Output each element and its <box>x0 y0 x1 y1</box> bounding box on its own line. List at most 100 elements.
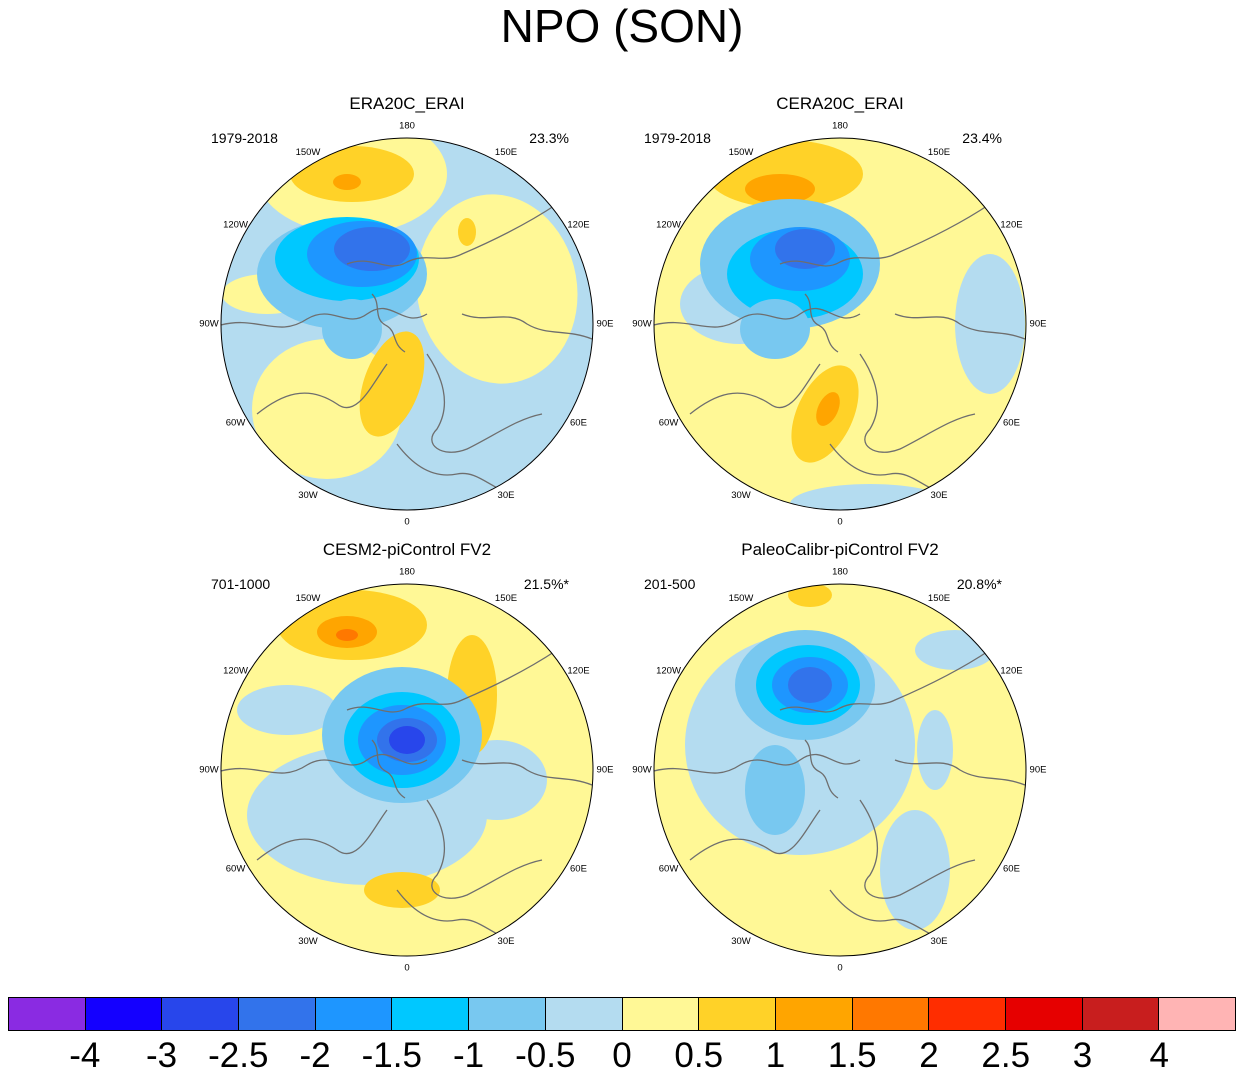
longitude-label: 90E <box>597 319 614 330</box>
colorbar-label: 1 <box>765 1036 786 1075</box>
longitude-label: 60E <box>1003 418 1020 429</box>
panel-variance: 23.4% <box>962 130 1002 146</box>
anomaly-field <box>221 138 593 510</box>
longitude-label: 90E <box>1030 319 1047 330</box>
anomaly-contour <box>745 174 815 204</box>
longitude-label: 0 <box>404 963 409 974</box>
colorbar-swatch <box>699 998 776 1030</box>
map-boundary <box>220 137 594 511</box>
longitude-label: 60E <box>1003 864 1020 875</box>
longitude-label: 60W <box>659 864 679 875</box>
longitude-label: 120W <box>223 666 248 677</box>
longitude-label: 60W <box>659 418 679 429</box>
coastline <box>461 313 593 340</box>
anomaly-field <box>654 138 1026 510</box>
anomaly-contour <box>790 484 950 510</box>
anomaly-contour <box>775 229 835 269</box>
coastline <box>804 293 839 353</box>
colorbar-label: 1.5 <box>827 1036 877 1075</box>
anomaly-contour <box>237 685 337 735</box>
longitude-label: 30W <box>731 936 751 947</box>
colorbar-swatch <box>622 998 700 1030</box>
anomaly-contour <box>364 872 440 908</box>
anomaly-field <box>654 584 1026 956</box>
coastline <box>894 313 1026 340</box>
anomaly-contour <box>458 218 476 246</box>
longitude-label: 150W <box>296 147 321 158</box>
panel-variance: 21.5%* <box>523 576 569 592</box>
longitude-label: 120W <box>223 220 248 231</box>
anomaly-contour <box>915 630 995 670</box>
longitude-label: 180 <box>832 121 848 132</box>
panel-title: CERA20C_ERAI <box>776 94 904 113</box>
panel-title: ERA20C_ERAI <box>349 94 465 113</box>
colorbar-swatch <box>85 998 163 1030</box>
colorbar-swatch <box>239 998 316 1030</box>
colorbar-label: 3 <box>1072 1036 1093 1075</box>
polar-map: 180 150E 120E 90E 60E 30E 0 30W 60W 90W 120W 150W <box>199 121 614 528</box>
polar-map: 180 150E 120E 90E 60E 30E 0 30W 60W 90W 120W 150W <box>199 567 613 974</box>
longitude-label: 0 <box>837 517 842 528</box>
longitude-label: 90E <box>1030 765 1047 776</box>
map-boundary <box>220 583 594 957</box>
colorbar-swatch <box>315 998 393 1030</box>
coastline <box>654 307 861 328</box>
colorbar-swatch <box>1159 998 1235 1030</box>
panel-variance: 20.8%* <box>956 576 1002 592</box>
longitude-label: 0 <box>404 517 409 528</box>
colorbar-swatch <box>1005 998 1083 1030</box>
colorbar-swatch <box>9 998 86 1030</box>
longitude-label: 90W <box>199 765 219 776</box>
coastline <box>689 809 821 861</box>
longitude-label: 120E <box>567 666 589 677</box>
coastline <box>461 759 593 786</box>
longitude-label: 90W <box>199 319 219 330</box>
longitude-label: 150W <box>729 593 754 604</box>
longitude-label: 30W <box>731 490 751 501</box>
longitude-label: 90W <box>632 319 652 330</box>
anomaly-contour <box>333 174 361 190</box>
longitude-label: 150E <box>495 147 517 158</box>
longitude-label: 90W <box>632 765 652 776</box>
coastline <box>804 739 839 799</box>
panel-title: PaleoCalibr-piControl FV2 <box>741 540 939 559</box>
colorbar-swatch <box>1082 998 1160 1030</box>
longitude-label: 120W <box>656 666 681 677</box>
longitude-label: 60W <box>226 864 246 875</box>
panel-period: 1979-2018 <box>211 130 278 146</box>
longitude-label: 180 <box>832 567 848 578</box>
coastline <box>894 759 1026 786</box>
panel-period: 701-1000 <box>211 576 271 592</box>
anomaly-contour <box>359 331 425 437</box>
colorbar-swatch <box>162 998 240 1030</box>
colorbar-label: 0.5 <box>674 1036 724 1075</box>
map-panel-cesm2: CESM2-piControl FV2 701-1000 21.5%* 180 1… <box>197 540 617 980</box>
longitude-label: 150W <box>729 147 754 158</box>
longitude-label: 150E <box>928 593 950 604</box>
longitude-label: 180 <box>399 567 415 578</box>
longitude-label: 30E <box>498 936 515 947</box>
colorbar-label: -1.5 <box>361 1036 422 1075</box>
colorbar-swatch <box>469 998 546 1030</box>
coastline <box>779 649 991 713</box>
anomaly-contour <box>880 810 950 930</box>
panel-period: 1979-2018 <box>644 130 711 146</box>
longitude-label: 150E <box>928 147 950 158</box>
longitude-label: 120E <box>1000 220 1022 231</box>
colorbar-label: -0.5 <box>515 1036 576 1075</box>
coastline <box>859 799 976 899</box>
polar-map: 180 150E 120E 90E 60E 30E 0 30W 60W 90W 120W 150W <box>632 567 1047 974</box>
longitude-label: 60W <box>226 418 246 429</box>
panel-title: CESM2-piControl FV2 <box>322 540 492 559</box>
colorbar-label: -2 <box>299 1036 331 1075</box>
coastline <box>654 753 861 774</box>
colorbar-label: 4 <box>1149 1036 1169 1075</box>
colorbar-label: 0 <box>612 1036 632 1075</box>
colorbar-swatch <box>545 998 623 1030</box>
coastline <box>346 203 558 267</box>
longitude-label: 30W <box>298 936 318 947</box>
colorbar-swatch <box>929 998 1006 1030</box>
coastline <box>689 363 821 415</box>
anomaly-contour <box>740 299 810 359</box>
anomaly-contour <box>816 392 840 426</box>
